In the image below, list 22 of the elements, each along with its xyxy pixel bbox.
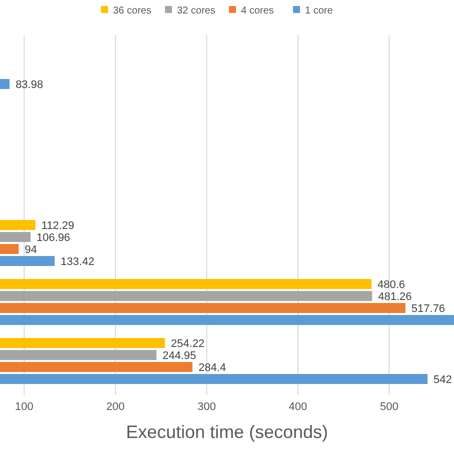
data-label: 284.4 <box>198 362 226 374</box>
data-label: 244.95 <box>162 350 196 362</box>
data-label: 254.22 <box>170 338 205 350</box>
x-tick-label: 100 <box>15 401 34 413</box>
data-label: 83.98 <box>16 78 44 91</box>
x-axis-title: Execution time (seconds) <box>126 422 328 442</box>
x-tick-label: 200 <box>106 401 125 413</box>
x-tick-label: 300 <box>198 401 216 413</box>
legend-label: 36 cores <box>113 6 152 16</box>
data-label: 481.26 <box>378 290 412 303</box>
data-label: 542 <box>434 374 452 386</box>
data-label: 112.29 <box>41 220 74 232</box>
data-label: 94 <box>24 244 37 256</box>
x-tick-label: 500 <box>380 401 398 413</box>
legend-label: 1 core <box>305 6 334 16</box>
x-tick-label: 400 <box>288 401 308 413</box>
data-label: 106.96 <box>36 232 70 244</box>
legend-label: 4 cores <box>241 6 274 16</box>
data-label: 480.6 <box>378 278 406 291</box>
legend-label: 32 cores <box>177 6 216 16</box>
data-label: 133.42 <box>60 256 94 268</box>
data-label: 517.76 <box>411 302 446 315</box>
